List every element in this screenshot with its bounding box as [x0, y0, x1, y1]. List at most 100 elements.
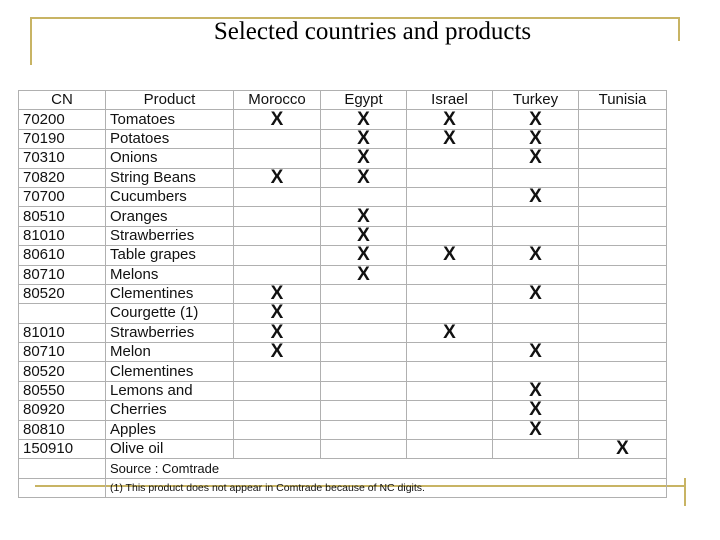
mark-cell [320, 439, 407, 460]
mark-cell: X [320, 225, 407, 247]
mark-cell [578, 128, 667, 150]
mark-cell [578, 400, 667, 421]
mark-cell [233, 128, 321, 150]
mark-cell [406, 283, 493, 305]
mark-cell [492, 225, 579, 247]
product-cell: Strawberries [105, 225, 234, 247]
mark-cell: X [320, 109, 407, 130]
mark-cell [320, 419, 407, 441]
product-cell: Strawberries [105, 322, 234, 344]
note-cell: Source : Comtrade [105, 458, 667, 479]
mark-cell [406, 148, 493, 169]
mark-cell [492, 167, 579, 188]
note-row: Source : Comtrade [18, 458, 667, 479]
mark-cell [406, 380, 493, 402]
mark-cell [492, 361, 579, 382]
product-cell: Apples [105, 419, 234, 441]
product-cell: Melons [105, 264, 234, 285]
frame-line [30, 17, 680, 19]
product-cell: Table grapes [105, 245, 234, 266]
product-cell: Clementines [105, 361, 234, 382]
mark-cell [578, 206, 667, 227]
cn-cell: 80610 [18, 245, 106, 266]
mark-cell [320, 283, 407, 305]
table-row: 81010 Strawberries X X [18, 322, 667, 344]
mark-cell: X [320, 206, 407, 227]
table-row: 81010 Strawberries X [18, 225, 667, 247]
product-cell: Courgette (1) [105, 303, 234, 324]
mark-cell: X [578, 439, 667, 460]
mark-cell [578, 380, 667, 402]
mark-cell [492, 322, 579, 344]
table-row: 70200 Tomatoes X X X X [18, 109, 667, 130]
mark-cell [320, 342, 407, 363]
mark-cell [320, 380, 407, 402]
header-cell: CN [18, 89, 106, 111]
mark-cell [578, 167, 667, 188]
mark-cell [578, 109, 667, 130]
mark-cell [233, 245, 321, 266]
mark-cell [578, 225, 667, 247]
mark-cell: X [492, 128, 579, 150]
table-row: 80520 Clementines [18, 361, 667, 382]
mark-cell: X [492, 109, 579, 130]
cn-cell: 150910 [18, 439, 106, 460]
product-cell: Cucumbers [105, 186, 234, 208]
cn-cell: 80920 [18, 400, 106, 421]
frame-line [678, 17, 680, 41]
mark-cell: X [492, 342, 579, 363]
table-row: 80610 Table grapes X X X [18, 245, 667, 266]
mark-cell: X [492, 380, 579, 402]
cn-cell: 80510 [18, 206, 106, 227]
mark-cell [233, 264, 321, 285]
cn-cell: 80520 [18, 283, 106, 305]
mark-cell [233, 439, 321, 460]
cn-cell: 70820 [18, 167, 106, 188]
mark-cell: X [492, 186, 579, 208]
mark-cell [406, 303, 493, 324]
mark-cell: X [406, 128, 493, 150]
table-row: 80550 Lemons and X [18, 380, 667, 402]
mark-cell [233, 206, 321, 227]
mark-cell [578, 245, 667, 266]
mark-cell: X [233, 322, 321, 344]
cn-cell: 80520 [18, 361, 106, 382]
mark-cell [233, 225, 321, 247]
mark-cell [492, 206, 579, 227]
table-row: 70700 Cucumbers X [18, 186, 667, 208]
mark-cell [320, 322, 407, 344]
mark-cell [233, 186, 321, 208]
cn-cell: 70200 [18, 109, 106, 130]
header-cell: Israel [406, 89, 493, 111]
mark-cell [406, 206, 493, 227]
product-cell: Oranges [105, 206, 234, 227]
table-row: Courgette (1) X [18, 303, 667, 324]
header-cell: Turkey [492, 89, 579, 111]
empty-cell [18, 477, 106, 499]
mark-cell: X [233, 342, 321, 363]
mark-cell [233, 419, 321, 441]
mark-cell: X [492, 419, 579, 441]
cn-cell: 80550 [18, 380, 106, 402]
header-cell: Egypt [320, 89, 407, 111]
mark-cell [406, 186, 493, 208]
table-row: 70190 Potatoes X X X [18, 128, 667, 150]
mark-cell [406, 342, 493, 363]
mark-cell: X [492, 148, 579, 169]
mark-cell: X [320, 128, 407, 150]
mark-cell [578, 361, 667, 382]
product-cell: String Beans [105, 167, 234, 188]
mark-cell: X [406, 245, 493, 266]
table-row: 80510 Oranges X [18, 206, 667, 227]
mark-cell: X [492, 245, 579, 266]
mark-cell: X [492, 400, 579, 421]
product-table: CN Product Morocco Egypt Israel Turkey Tunisia… [18, 89, 667, 499]
header-cell: Tunisia [578, 89, 667, 111]
mark-cell [233, 148, 321, 169]
frame-line [30, 17, 32, 65]
table-row: 80520 Clementines X X [18, 283, 667, 305]
product-cell: Lemons and [105, 380, 234, 402]
mark-cell: X [233, 167, 321, 188]
table-row: 80810 Apples X [18, 419, 667, 441]
mark-cell [233, 361, 321, 382]
